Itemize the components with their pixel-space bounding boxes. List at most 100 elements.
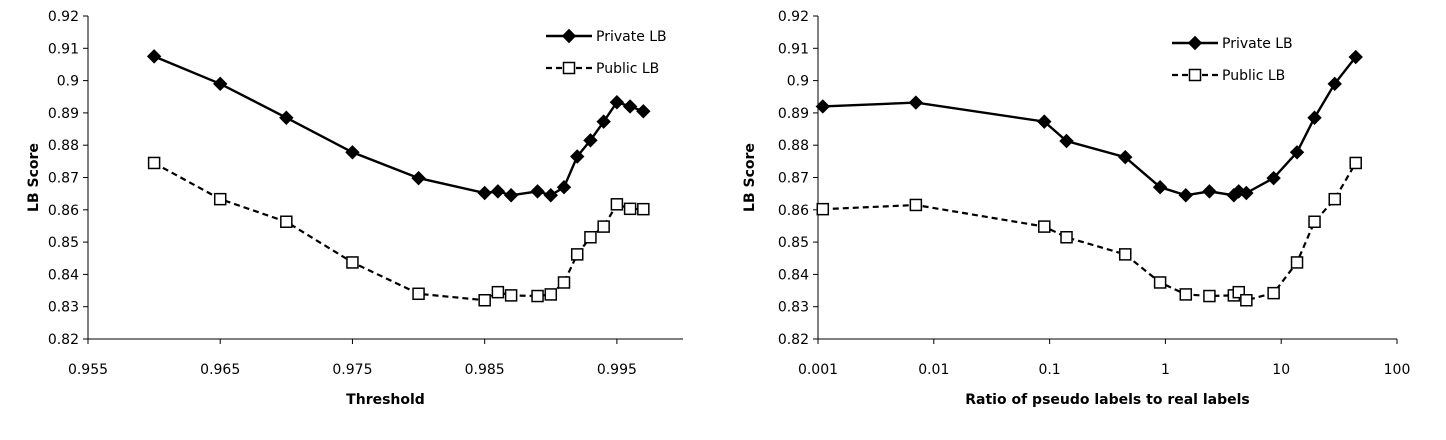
diamond-marker — [1348, 49, 1363, 65]
diamond-marker — [596, 114, 611, 129]
y-tick-label: 0.85 — [778, 235, 809, 251]
diamond-marker — [1152, 179, 1168, 195]
diamond-marker — [490, 184, 506, 199]
legend-label: Public LB — [1222, 68, 1285, 84]
square-marker — [557, 276, 571, 289]
x-tick-label: 10 — [1272, 362, 1290, 378]
chart-threshold: 0.82 0.83 0.84 0.85 0.86 0.87 0.88 0.89 0.9 0.91 0… — [26, 9, 683, 408]
diamond-marker — [1118, 149, 1133, 165]
series-public-lb — [816, 156, 1362, 307]
y-tick-label: 0.92 — [778, 9, 809, 25]
series-line — [822, 162, 1357, 302]
square-marker — [531, 289, 544, 303]
diamond-marker — [213, 76, 228, 92]
square-marker — [1232, 285, 1246, 299]
y-tick-label: 0.91 — [778, 41, 809, 57]
y-tick-label: 0.87 — [48, 171, 79, 187]
x-tick-label: 0.995 — [597, 362, 637, 378]
diamond-marker — [556, 179, 572, 195]
legend-label: Private LB — [596, 29, 667, 45]
y-tick-label: 0.85 — [48, 235, 79, 251]
square-marker — [1203, 289, 1216, 303]
square-marker — [909, 198, 923, 212]
x-tick-label: 0.975 — [332, 362, 372, 378]
y-tick-label: 0.9 — [787, 74, 809, 90]
diamond-marker — [583, 133, 598, 148]
diamond-marker — [636, 104, 651, 119]
legend-square-marker — [1188, 68, 1202, 82]
y-tick-label: 0.9 — [57, 74, 79, 90]
y-tick-label: 0.89 — [778, 106, 809, 122]
square-marker — [1153, 276, 1167, 289]
x-axis-title: Threshold — [346, 392, 425, 408]
diamond-marker — [1059, 133, 1074, 149]
legend-entry: Private LB — [1172, 35, 1293, 52]
y-tick-label: 0.87 — [778, 171, 809, 187]
legend-square-marker — [562, 61, 576, 75]
diamond-marker — [1327, 76, 1342, 92]
diamond-marker — [815, 99, 831, 114]
diamond-marker — [146, 49, 162, 64]
diamond-marker — [1289, 145, 1305, 160]
diamond-marker — [477, 185, 492, 201]
series-public-lb — [147, 156, 650, 307]
square-marker — [1060, 231, 1073, 244]
series-private-lb — [146, 49, 651, 203]
square-marker — [1240, 293, 1253, 307]
legend-entry: Public LB — [1172, 68, 1285, 84]
diamond-marker — [1307, 110, 1322, 125]
diamond-marker — [609, 95, 625, 110]
y-tick-label: 0.84 — [778, 267, 809, 283]
chart-ratio: 0.82 0.83 0.84 0.85 0.86 0.87 0.88 0.89 0.9 0.91 0… — [742, 9, 1410, 408]
square-marker — [280, 215, 293, 229]
diamond-marker — [1178, 188, 1193, 203]
square-marker — [816, 202, 830, 216]
diamond-marker — [1239, 185, 1254, 201]
y-tick-label: 0.82 — [778, 332, 809, 348]
y-tick-label: 0.88 — [48, 138, 79, 154]
y-tick-label: 0.84 — [48, 267, 79, 283]
legend-label: Public LB — [596, 61, 659, 77]
square-marker — [637, 202, 650, 216]
legend-diamond-marker — [561, 28, 577, 44]
x-tick-label: 100 — [1384, 362, 1411, 378]
series-line — [822, 56, 1357, 197]
x-tick-label: 0.985 — [465, 362, 505, 378]
square-marker — [147, 156, 161, 170]
diamond-marker — [1037, 114, 1052, 129]
square-marker — [1308, 215, 1321, 229]
diamond-marker — [345, 145, 360, 160]
series-private-lb — [815, 49, 1363, 203]
diamond-marker — [570, 149, 585, 164]
x-tick-label: 0.001 — [798, 362, 838, 378]
legend-entry: Private LB — [546, 28, 667, 45]
y-tick-label: 0.86 — [48, 203, 79, 219]
legend-entry: Public LB — [546, 61, 659, 77]
x-tick-label: 0.955 — [68, 362, 108, 378]
diamond-marker — [530, 184, 545, 199]
square-marker — [478, 293, 491, 307]
y-tick-label: 0.82 — [48, 332, 79, 348]
y-tick-label: 0.91 — [48, 41, 79, 57]
x-axis-title: Ratio of pseudo labels to real labels — [965, 392, 1250, 408]
y-tick-label: 0.83 — [778, 300, 809, 316]
diamond-marker — [279, 110, 294, 125]
legend-diamond-marker — [1187, 35, 1203, 51]
diamond-marker — [1266, 170, 1281, 186]
square-marker — [1118, 248, 1132, 261]
square-marker — [1328, 192, 1341, 206]
y-tick-label: 0.88 — [778, 138, 809, 154]
y-axis-title: LB Score — [742, 143, 758, 212]
x-tick-label: 1 — [1161, 362, 1170, 378]
y-tick-label: 0.92 — [48, 9, 79, 25]
y-tick-label: 0.86 — [778, 203, 809, 219]
x-tick-label: 0.965 — [200, 362, 240, 378]
square-marker — [1349, 156, 1362, 170]
diamond-marker — [622, 99, 638, 114]
square-marker — [610, 198, 624, 211]
y-axis-title: LB Score — [26, 143, 42, 212]
y-tick-label: 0.83 — [48, 300, 79, 316]
square-marker — [584, 231, 597, 244]
square-marker — [412, 287, 425, 301]
